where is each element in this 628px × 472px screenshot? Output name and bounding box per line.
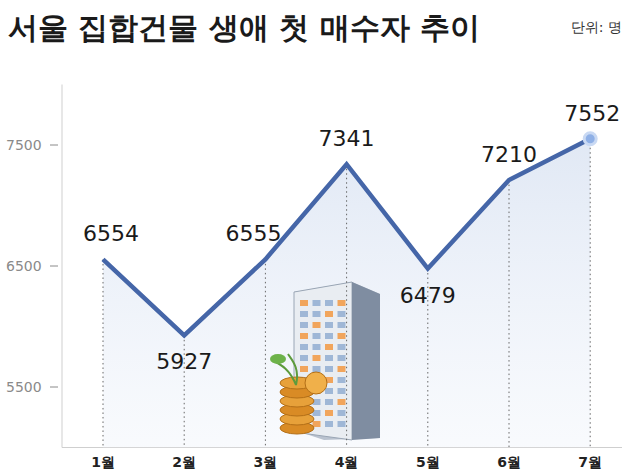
chart-root: 서울 집합건물 생애 첫 매수자 추이 단위: 명 5500 6500 7500 1월 2월…	[0, 0, 628, 472]
data-label: 7552	[564, 101, 620, 126]
drop-line	[509, 180, 510, 447]
unit-label: 단위: 명	[571, 19, 622, 35]
x-tick-label: 1월	[91, 454, 115, 470]
building-right	[352, 282, 380, 440]
window	[338, 300, 346, 306]
line	[103, 139, 590, 336]
x-tick-label: 5월	[416, 454, 440, 470]
data-label: 6555	[225, 221, 281, 246]
drop-line	[265, 259, 266, 447]
window	[325, 322, 333, 328]
y-tick	[50, 145, 58, 146]
window	[325, 399, 333, 405]
x-tick-label: 6월	[497, 454, 521, 470]
window	[325, 366, 333, 372]
drop-line	[346, 164, 347, 447]
window	[300, 311, 308, 317]
x-tick-label: 2월	[172, 454, 196, 470]
window	[313, 333, 321, 339]
end-marker	[584, 133, 596, 145]
drop-line	[103, 259, 104, 447]
window	[325, 355, 333, 361]
window	[338, 388, 346, 394]
window	[300, 322, 308, 328]
window	[313, 300, 321, 306]
window	[313, 355, 321, 361]
window	[300, 355, 308, 361]
window	[313, 344, 321, 350]
window	[338, 311, 346, 317]
window	[313, 366, 321, 372]
window	[313, 311, 321, 317]
coin	[305, 372, 327, 394]
window	[338, 377, 346, 383]
window	[300, 366, 308, 372]
window	[300, 333, 308, 339]
area	[103, 139, 590, 448]
y-tick	[50, 266, 58, 267]
y-tick-label: 6500	[6, 258, 42, 274]
window	[325, 311, 333, 317]
data-label: 6554	[83, 221, 139, 246]
x-tick-label: 3월	[254, 454, 278, 470]
data-label: 7210	[481, 142, 537, 167]
data-label: 7341	[319, 126, 375, 151]
window	[338, 344, 346, 350]
window	[313, 322, 321, 328]
y-axis	[62, 85, 63, 448]
window	[300, 300, 308, 306]
window	[338, 410, 346, 416]
leaf	[270, 354, 286, 364]
y-tick-label: 7500	[6, 137, 42, 153]
window	[338, 333, 346, 339]
x-tick-label: 4월	[335, 454, 359, 470]
window	[338, 322, 346, 328]
window	[338, 355, 346, 361]
drop-line	[590, 139, 591, 448]
window	[338, 366, 346, 372]
window	[325, 344, 333, 350]
window	[338, 421, 346, 427]
window	[300, 344, 308, 350]
illustration	[270, 282, 380, 440]
window	[325, 410, 333, 416]
y-tick	[50, 387, 58, 388]
window	[325, 300, 333, 306]
window	[325, 333, 333, 339]
title: 서울 집합건물 생애 첫 매수자 추이	[8, 10, 480, 45]
data-label: 5927	[156, 349, 212, 374]
window	[325, 388, 333, 394]
data-label: 6479	[400, 283, 456, 308]
window	[338, 399, 346, 405]
x-tick-label: 7월	[578, 454, 602, 470]
y-tick-label: 5500	[6, 379, 42, 395]
plot-area	[103, 133, 596, 448]
window	[325, 421, 333, 427]
